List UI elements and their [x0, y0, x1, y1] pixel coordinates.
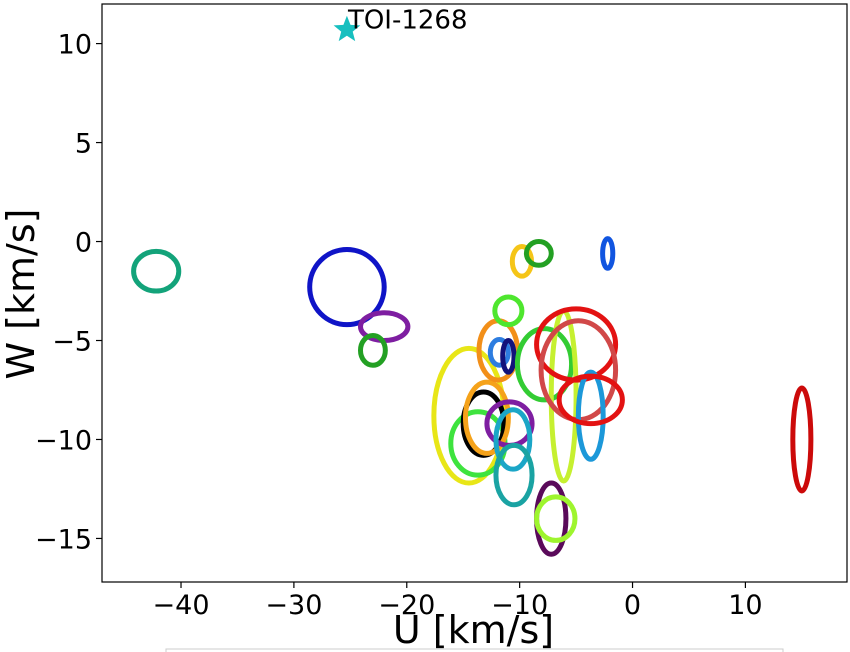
y-tick-label: −5	[52, 327, 92, 358]
ellipse-layer	[131, 236, 814, 557]
bottom-strip	[165, 648, 784, 652]
y-tick-label: −10	[35, 425, 92, 456]
plot-frame	[101, 3, 848, 583]
group-ellipse	[357, 333, 388, 368]
group-ellipse	[500, 338, 517, 375]
x-tick-label: 10	[728, 590, 762, 621]
y-tick-label: −15	[35, 524, 92, 555]
group-ellipse	[514, 326, 575, 403]
y-tick-label: 5	[75, 129, 92, 160]
y-axis-ticks: 10 5 0 −5 −10 −15	[35, 30, 102, 555]
group-ellipse	[493, 407, 533, 472]
group-ellipse	[790, 385, 814, 494]
group-ellipse	[462, 379, 511, 456]
y-tick-label: 10	[58, 30, 92, 61]
x-axis-label: U [km/s]	[393, 608, 554, 652]
x-tick-label: −10	[491, 590, 548, 621]
group-ellipse	[534, 494, 578, 543]
x-tick-label: −30	[265, 590, 322, 621]
highlight-star-marker	[333, 15, 361, 42]
plot-area: TOI-1268	[101, 3, 848, 583]
group-ellipse	[523, 239, 554, 268]
group-ellipse	[493, 442, 535, 508]
x-tick-label: 0	[624, 590, 641, 621]
group-ellipse	[131, 248, 182, 294]
group-ellipse	[556, 373, 625, 427]
highlight-layer: TOI-1268	[333, 6, 468, 42]
group-ellipse	[492, 294, 525, 328]
group-ellipse	[575, 369, 606, 462]
y-tick-label: 0	[75, 228, 92, 259]
y-axis-label: W [km/s]	[0, 209, 43, 380]
group-ellipse	[487, 337, 511, 368]
x-axis-ticks: −40 −30 −20 −10 0 10	[153, 582, 763, 621]
x-tick-label: −40	[153, 590, 210, 621]
group-ellipse	[600, 236, 616, 271]
highlight-label: TOI-1268	[347, 6, 468, 36]
x-tick-label: −20	[378, 590, 435, 621]
group-ellipse	[307, 246, 387, 328]
